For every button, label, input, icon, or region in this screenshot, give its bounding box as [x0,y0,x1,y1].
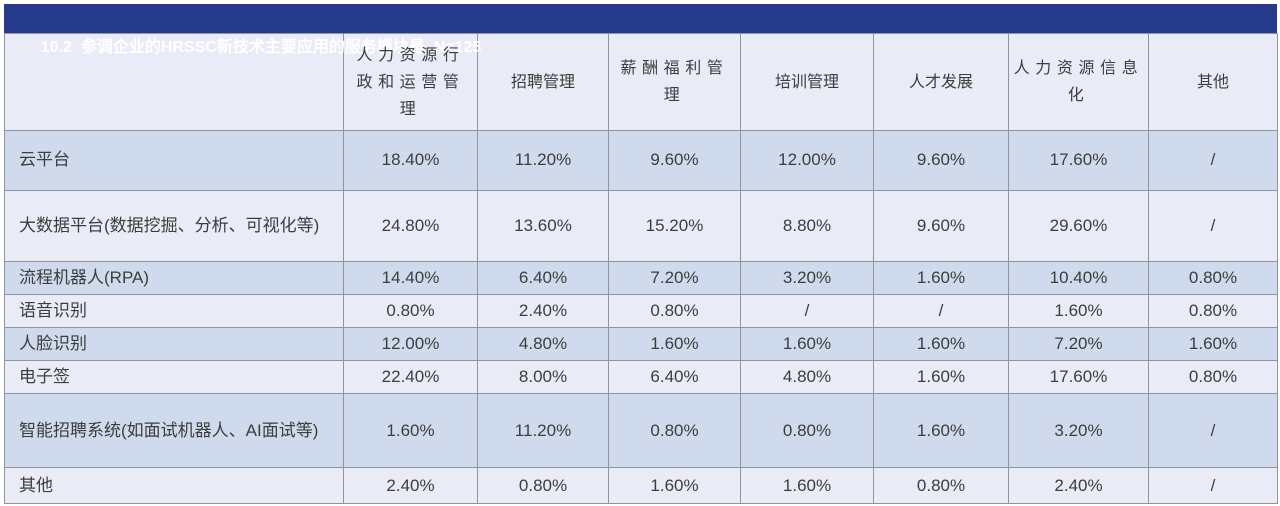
column-header: 人才发展 [873,33,1009,131]
data-cell: 0.80% [608,294,741,329]
data-cell: 8.00% [477,360,609,395]
table-row: 智能招聘系统(如面试机器人、AI面试等) 1.60% 11.20% 0.80% 0.80… [4,393,1278,469]
column-header: 招聘管理 [477,33,609,131]
data-cell: 11.20% [477,130,609,191]
table-row: 语音识别 0.80% 2.40% 0.80% //1.60% 0.80% [4,294,1278,329]
data-cell: 1.60% [740,467,874,505]
table-row: 流程机器人(RPA) 14.40% 6.40% 7.20% 3.20% 1.60% 10.4… [4,260,1278,296]
data-cell: 17.60% [1008,130,1149,191]
data-cell: 9.60% [873,190,1009,262]
data-cell: 18.40% [343,130,478,191]
data-cell: 12.00% [740,130,874,191]
data-cell: 0.80% [740,393,874,469]
data-cell: 0.80% [1148,294,1278,329]
data-cell: 0.80% [873,467,1009,505]
row-label: 智能招聘系统(如面试机器人、AI面试等) [4,393,344,469]
data-cell: 1.60% [1148,327,1278,362]
data-cell: 1.60% [740,327,874,362]
report-table-section: 10.2 参调企业的HRSSC新技术主要应用的服务模块是 N=125 人力资源行… [4,4,1278,505]
data-cell: 7.20% [608,260,741,296]
hrssc-technology-table: 人力资源行政和运营管理 招聘管理 薪酬福利管理 培训管理 人才发展 人力资源信息化 其他 云… [4,33,1278,505]
data-cell: 14.40% [343,260,478,296]
data-cell: 2.40% [1008,467,1149,505]
data-cell: / [740,294,874,329]
row-label: 电子签 [4,360,344,395]
data-cell: 0.80% [477,467,609,505]
table-title-bar: 10.2 参调企业的HRSSC新技术主要应用的服务模块是 N=125 [4,4,1277,56]
data-cell: 1.60% [608,327,741,362]
data-cell: 8.80% [740,190,874,262]
data-cell: / [873,294,1009,329]
data-cell: / [1148,393,1278,469]
row-label: 人脸识别 [4,327,344,362]
data-cell: 2.40% [477,294,609,329]
data-cell: 6.40% [477,260,609,296]
table-row: 其他 2.40% 0.80% 1.60% 1.60% 0.80% 2.40% / [4,467,1278,505]
data-cell: 1.60% [873,393,1009,469]
column-header: 人力资源信息化 [1008,33,1149,131]
data-cell: 17.60% [1008,360,1149,395]
column-header: 培训管理 [740,33,874,131]
data-cell: 2.40% [343,467,478,505]
column-header: 人力资源行政和运营管理 [343,33,478,131]
data-cell: 0.80% [1148,260,1278,296]
table-row: 云平台 18.40% 11.20% 9.60% 12.00% 9.60% 17.60% / [4,130,1278,191]
data-cell: 0.80% [343,294,478,329]
data-cell: 24.80% [343,190,478,262]
table-body: 云平台 18.40% 11.20% 9.60% 12.00% 9.60% 17.60% / 大数… [4,130,1278,505]
row-label: 语音识别 [4,294,344,329]
data-cell: 1.60% [873,327,1009,362]
data-cell: 15.20% [608,190,741,262]
data-cell: / [1148,190,1278,262]
data-cell: 12.00% [343,327,478,362]
data-cell: / [1148,467,1278,505]
corner-cell [4,33,344,131]
row-label: 大数据平台(数据挖掘、分析、可视化等) [4,190,344,262]
data-cell: 4.80% [477,327,609,362]
column-header: 其他 [1148,33,1278,131]
data-cell: 0.80% [608,393,741,469]
data-cell: 1.60% [608,467,741,505]
row-label: 流程机器人(RPA) [4,260,344,296]
table-row: 电子签 22.40% 8.00% 6.40% 4.80% 1.60% 17.60% 0.80% [4,360,1278,395]
data-cell: 10.40% [1008,260,1149,296]
row-label: 其他 [4,467,344,505]
data-cell: 7.20% [1008,327,1149,362]
data-cell: 1.60% [873,260,1009,296]
data-cell: 3.20% [1008,393,1149,469]
data-cell: 3.20% [740,260,874,296]
table-row: 大数据平台(数据挖掘、分析、可视化等) 24.80% 13.60% 15.20% 8.8… [4,190,1278,262]
data-cell: 1.60% [873,360,1009,395]
data-cell: 9.60% [608,130,741,191]
data-cell: 29.60% [1008,190,1149,262]
data-cell: 13.60% [477,190,609,262]
data-cell: 4.80% [740,360,874,395]
data-cell: 6.40% [608,360,741,395]
row-label: 云平台 [4,130,344,191]
data-cell: 1.60% [343,393,478,469]
data-cell: 9.60% [873,130,1009,191]
data-cell: 0.80% [1148,360,1278,395]
table-row: 人脸识别 12.00% 4.80% 1.60% 1.60% 1.60% 7.20% 1.60% [4,327,1278,362]
header-row: 人力资源行政和运营管理 招聘管理 薪酬福利管理 培训管理 人才发展 人力资源信息化 其他 [4,33,1278,131]
data-cell: 1.60% [1008,294,1149,329]
data-cell: 22.40% [343,360,478,395]
column-header: 薪酬福利管理 [608,33,741,131]
data-cell: 11.20% [477,393,609,469]
data-cell: / [1148,130,1278,191]
